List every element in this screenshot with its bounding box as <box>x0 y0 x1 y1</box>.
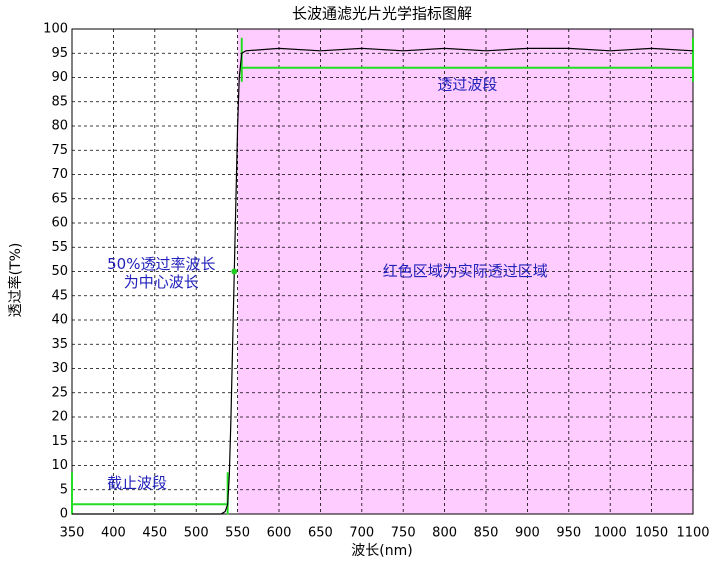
y-tick-label: 15 <box>51 434 68 449</box>
y-tick-label: 100 <box>43 22 68 37</box>
x-tick-label: 500 <box>184 526 209 541</box>
x-tick-label: 650 <box>308 526 333 541</box>
x-tick-label: 1100 <box>676 526 709 541</box>
y-tick-label: 20 <box>51 410 68 425</box>
y-tick-label: 50 <box>51 264 68 279</box>
x-tick-label: 950 <box>556 526 581 541</box>
y-tick-label: 90 <box>51 70 68 85</box>
y-tick-label: 5 <box>60 482 68 497</box>
x-tick-label: 400 <box>101 526 126 541</box>
x-tick-label: 550 <box>225 526 250 541</box>
series-line <box>72 47 694 515</box>
x-tick-label: 350 <box>60 526 85 541</box>
x-tick-label: 900 <box>515 526 540 541</box>
band-label: 截止波段 <box>107 474 167 492</box>
band-label: 透过波段 <box>437 75 497 93</box>
y-tick-label: 75 <box>51 143 68 158</box>
y-tick-label: 35 <box>51 337 68 352</box>
x-tick-label: 1050 <box>635 526 668 541</box>
y-tick-label: 30 <box>51 361 68 376</box>
y-tick-label: 80 <box>51 119 68 134</box>
y-tick-label: 10 <box>51 458 68 473</box>
marker-label: 为中心波长 <box>124 273 199 291</box>
plot-frame <box>71 28 694 515</box>
y-tick-label: 0 <box>60 507 68 522</box>
chart-title: 长波通滤光片光学指标图解 <box>292 5 472 23</box>
y-tick-label: 40 <box>51 313 68 328</box>
y-tick-label: 65 <box>51 191 68 206</box>
x-tick-label: 750 <box>391 526 416 541</box>
y-tick-label: 60 <box>51 216 68 231</box>
marker-label: 50%透过率波长 <box>107 255 215 273</box>
x-tick-label: 1000 <box>594 526 627 541</box>
center-marker <box>231 268 238 275</box>
y-axis-label: 透过率(T%) <box>7 243 24 318</box>
x-tick-label: 700 <box>349 526 374 541</box>
x-tick-label: 450 <box>142 526 167 541</box>
region-label: 红色区域为实际透过区域 <box>383 262 548 280</box>
y-tick-label: 55 <box>51 240 68 255</box>
x-axis-label: 波长(nm) <box>351 543 412 559</box>
x-tick-label: 850 <box>474 526 499 541</box>
y-tick-label: 45 <box>51 288 68 303</box>
y-tick-label: 25 <box>51 385 68 400</box>
y-tick-label: 85 <box>51 94 68 109</box>
x-tick-label: 800 <box>432 526 457 541</box>
x-tick-label: 600 <box>267 526 292 541</box>
y-tick-label: 70 <box>51 167 68 182</box>
y-tick-label: 95 <box>51 46 68 61</box>
